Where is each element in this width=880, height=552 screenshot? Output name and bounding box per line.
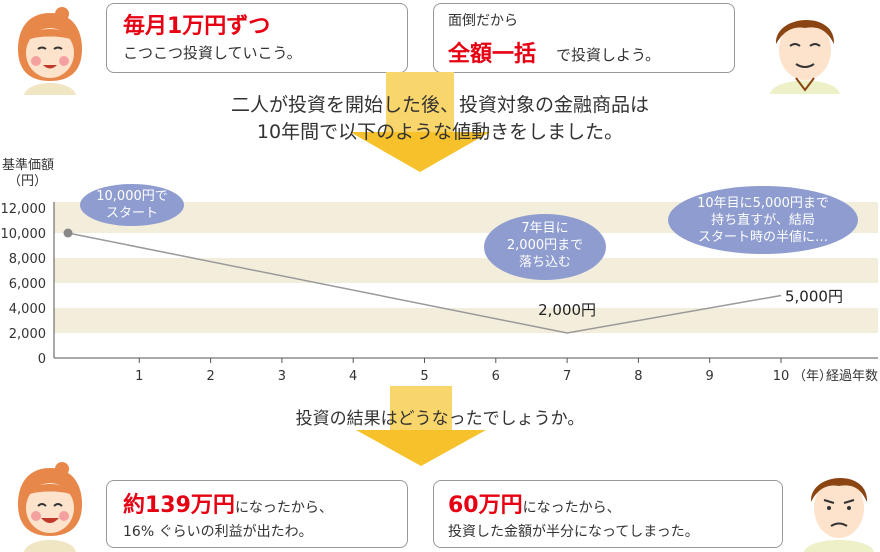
x-tick-label: 8	[634, 369, 642, 384]
y-axis-title: 基準価額 （円）	[2, 158, 55, 189]
start-point	[63, 228, 73, 238]
y-tick-label: 12,000	[1, 202, 47, 217]
bubble-text2: 16% ぐらいの利益が出たわ。	[123, 524, 313, 540]
woman-smiling-icon	[18, 7, 82, 95]
y-tick-label: 0	[38, 352, 46, 367]
speech-bubble-bottom-left: 約139万円になったから、 16% ぐらいの利益が出たわ。	[106, 480, 408, 548]
y-tick-label: 6,000	[9, 277, 46, 292]
grid-band	[54, 258, 878, 283]
man-smiling-icon	[770, 19, 840, 94]
bubble-line1: 面倒だから	[448, 13, 518, 29]
bubble-text: こつこつ投資していこう。	[123, 44, 302, 62]
data-label-year7: 2,000円	[538, 301, 596, 319]
x-tick-label: 3	[278, 369, 286, 384]
x-tick-label: 1	[135, 369, 143, 384]
y-tick-label: 8,000	[9, 252, 46, 267]
y-tick-label: 2,000	[9, 327, 46, 342]
annotation-start: 10,000円で スタート	[80, 184, 184, 226]
grid-band	[54, 308, 878, 333]
y-tick-label: 10,000	[1, 227, 47, 242]
bubble-text1: になったから、	[234, 500, 333, 516]
x-tick-label: 4	[349, 369, 357, 384]
bubble-text1: になったから、	[522, 500, 621, 516]
down-arrow-icon	[356, 386, 486, 466]
x-tick-label: 7	[563, 369, 571, 384]
down-arrow-icon	[350, 72, 490, 172]
series-line	[67, 232, 782, 334]
x-tick-label: 6	[492, 369, 500, 384]
bubble-highlight: 60万円	[448, 493, 523, 518]
bubble-text: で投資しよう。	[556, 46, 661, 64]
grid-band	[54, 202, 878, 208]
annotation-year7: 7年目に 2,000円まで 落ち込む	[484, 214, 606, 280]
question-text: 投資の結果はどうなったでしょうか。	[295, 409, 585, 429]
bubble-highlight: 毎月1万円ずつ	[123, 14, 271, 39]
y-tick-label: 4,000	[9, 302, 46, 317]
speech-bubble-bottom-right: 60万円になったから、 投資した金額が半分になってしまった。	[433, 480, 783, 548]
intro-line1: 二人が投資を開始した後、投資対象の金融商品は	[230, 94, 649, 116]
intro-line2: 10年間で以下のような値動きをしました。	[256, 121, 624, 143]
bubble-highlight: 全額一括	[448, 42, 537, 67]
speech-bubble-top-right: 面倒だから 全額一括 で投資しよう。	[433, 3, 735, 73]
x-unit-label: （年）	[793, 369, 832, 384]
data-label-year10: 5,000円	[785, 288, 843, 306]
line-chart: 12,000 10,000 8,000 6,000 4,000 2,000 0 1 2 3 4 5 6 7…	[1, 202, 878, 384]
x-axis-title: 経過年数	[826, 369, 878, 384]
bubble-text2: 投資した金額が半分になってしまった。	[448, 524, 699, 540]
annotation-year10: 10年目に5,000円まで 持ち直すが、結局 スタート時の半値に…	[668, 186, 858, 254]
bubble-highlight: 約139万円	[123, 493, 235, 518]
woman-happy-icon	[18, 462, 82, 552]
x-tick-label: 9	[706, 369, 714, 384]
x-tick-label: 10	[773, 369, 790, 384]
man-worried-icon	[804, 477, 874, 552]
x-tick-label: 2	[206, 369, 214, 384]
speech-bubble-top-left: 毎月1万円ずつ こつこつ投資していこう。	[106, 3, 408, 73]
x-tick-label: 5	[420, 369, 428, 384]
